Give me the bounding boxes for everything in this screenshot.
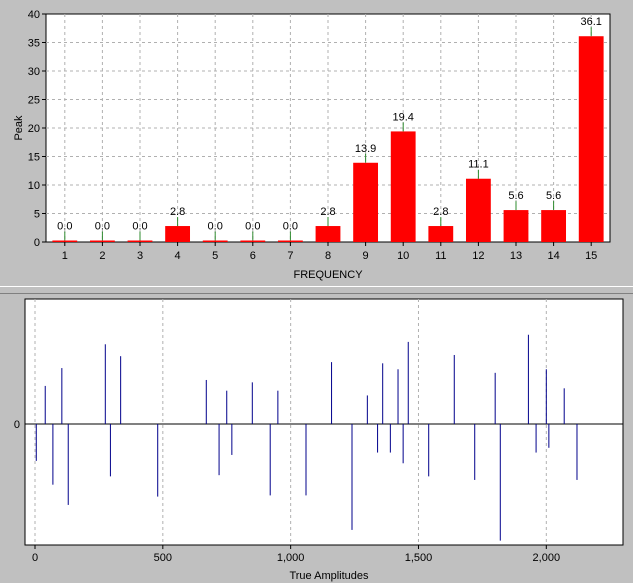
- data-label: 36.1: [580, 16, 601, 28]
- bar: [277, 240, 303, 242]
- peak-frequency-panel: 0.0 0.0 0.0 2.8 0.0 0.0 0.0 2.8 13.9 19.4 2.8 11.1 5…: [0, 0, 633, 286]
- stems-group: [35, 334, 578, 541]
- x-tick-label: 15: [585, 250, 597, 262]
- y-tick-label: 35: [28, 38, 40, 50]
- data-label: 0.0: [245, 221, 260, 233]
- y-tick-label: 0: [34, 237, 40, 249]
- bottom-gridlines: [34, 299, 547, 545]
- y-tick-label: 10: [28, 180, 40, 192]
- bar: [127, 240, 153, 242]
- bars-group: 0.0 0.0 0.0 2.8 0.0 0.0 0.0 2.8 13.9 19.4 2.8 11.1 5…: [52, 16, 604, 243]
- data-label: 2.8: [433, 206, 448, 218]
- x-tick-label: 7: [287, 250, 293, 262]
- x-tick-label: 4: [175, 250, 181, 262]
- x-tick-label: 3: [137, 250, 143, 262]
- x-axis-label: FREQUENCY: [293, 269, 363, 281]
- bar: [428, 226, 454, 242]
- y-axis-label: Peak: [13, 115, 25, 141]
- y-tick-label: 25: [28, 95, 40, 107]
- x-tick-label: 12: [472, 250, 484, 262]
- x-tick-label: 9: [363, 250, 369, 262]
- data-label: 13.9: [355, 143, 376, 155]
- y-tick-label: 30: [28, 66, 40, 78]
- bar: [503, 210, 529, 242]
- data-label: 0.0: [95, 221, 110, 233]
- x-axis-label: True Amplitudes: [289, 570, 369, 582]
- y-tick-label: 20: [28, 123, 40, 135]
- x-axis-ticks: 1 2 3 4 5 6 7 8 9 10 11 12 13 14 15: [62, 242, 597, 262]
- bar: [165, 226, 191, 242]
- bar: [89, 240, 115, 242]
- y-tick-label: 40: [28, 9, 40, 21]
- x-tick-label: 500: [154, 552, 172, 564]
- panel-splitter[interactable]: [0, 286, 633, 294]
- data-label: 0.0: [208, 221, 223, 233]
- data-label: 5.6: [546, 190, 561, 202]
- y-tick-zero: 0: [14, 419, 20, 431]
- y-axis-ticks: 0 5 10 15 20 25 30 35 40: [28, 9, 46, 249]
- data-label: 11.1: [468, 159, 489, 171]
- true-amplitudes-panel: 0 500 1,000 1,500 2,000 0 True Amplitudes: [0, 294, 633, 583]
- top-gridlines: [46, 14, 610, 242]
- data-label: 2.8: [170, 206, 185, 218]
- x-tick-label: 1,000: [277, 552, 305, 564]
- bar: [202, 240, 228, 242]
- x-tick-label: 2,000: [533, 552, 561, 564]
- x-tick-label: 8: [325, 250, 331, 262]
- x-tick-label: 1: [62, 250, 68, 262]
- data-label: 0.0: [132, 221, 147, 233]
- y-tick-label: 5: [34, 209, 40, 221]
- x-tick-label: 6: [250, 250, 256, 262]
- bar: [578, 36, 604, 243]
- data-label: 5.6: [508, 190, 523, 202]
- bar: [390, 131, 416, 242]
- x-tick-label: 1,500: [405, 552, 433, 564]
- amplitude-stem-chart: 0 500 1,000 1,500 2,000 0 True Amplitudes: [14, 298, 624, 582]
- bar: [465, 178, 491, 242]
- data-label: 0.0: [57, 221, 72, 233]
- bar: [240, 240, 266, 242]
- x-tick-label: 2: [99, 250, 105, 262]
- bar: [541, 210, 567, 242]
- x-tick-label: 0: [32, 552, 38, 564]
- x-tick-label: 13: [510, 250, 522, 262]
- data-label: 2.8: [320, 206, 335, 218]
- bar: [353, 162, 379, 242]
- x-axis-ticks: 0 500 1,000 1,500 2,000: [32, 545, 560, 564]
- x-tick-label: 14: [547, 250, 559, 262]
- bar: [315, 226, 341, 242]
- x-tick-label: 11: [435, 250, 446, 262]
- x-tick-label: 5: [212, 250, 218, 262]
- data-label: 19.4: [392, 111, 413, 123]
- bar: [52, 240, 78, 242]
- y-tick-label: 15: [28, 152, 40, 164]
- x-tick-label: 10: [397, 250, 409, 262]
- bottom-plot-area: [24, 298, 624, 546]
- data-label: 0.0: [283, 221, 298, 233]
- peak-bar-chart: 0.0 0.0 0.0 2.8 0.0 0.0 0.0 2.8 13.9 19.4 2.8 11.1 5…: [13, 9, 611, 281]
